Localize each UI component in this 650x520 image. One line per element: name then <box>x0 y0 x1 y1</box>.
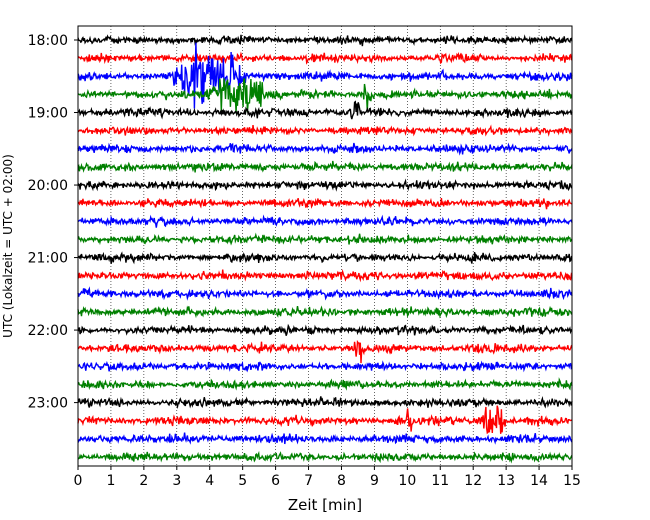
trace-line-6 <box>77 142 573 156</box>
trace-line-1 <box>77 51 573 65</box>
y-axis-ticks: 18:00 19:00 20:00 21:00 22:00 23:00 <box>28 33 78 412</box>
trace-line-11 <box>77 232 573 246</box>
x-tick-label-7: 7 <box>304 473 313 489</box>
x-axis-ticks: 0 1 2 3 4 5 6 7 8 9 10 11 12 13 14 15 <box>74 466 581 489</box>
x-tick-label-8: 8 <box>337 473 346 489</box>
y-tick-label-0: 18:00 <box>28 33 68 49</box>
trace-line-2 <box>77 42 573 109</box>
x-tick-label-4: 4 <box>205 473 214 489</box>
trace-line-4 <box>77 100 573 120</box>
trace-line-13 <box>77 268 573 283</box>
x-tick-label-14: 14 <box>530 473 548 489</box>
x-tick-label-9: 9 <box>370 473 379 489</box>
x-tick-label-0: 0 <box>74 473 83 489</box>
y-tick-label-1: 19:00 <box>28 106 68 122</box>
trace-line-12 <box>77 251 573 265</box>
y-tick-label-3: 21:00 <box>28 251 68 267</box>
trace-line-22 <box>77 432 573 445</box>
y-tick-label-4: 22:00 <box>28 323 68 339</box>
seismogram-traces <box>77 34 573 464</box>
trace-line-16 <box>77 323 573 336</box>
trace-line-21 <box>77 405 573 435</box>
x-tick-label-2: 2 <box>139 473 148 489</box>
x-tick-label-5: 5 <box>238 473 247 489</box>
plot-frame <box>77 25 573 467</box>
y-tick-label-5: 23:00 <box>28 396 68 412</box>
x-tick-label-15: 15 <box>563 473 581 489</box>
trace-line-23 <box>77 450 573 464</box>
trace-line-14 <box>77 286 573 301</box>
y-axis-title: UTC (Lokalzeit = UTC + 02:00) <box>1 154 15 338</box>
trace-line-3 <box>77 77 573 114</box>
trace-line-20 <box>77 396 573 409</box>
trace-line-8 <box>77 178 573 192</box>
trace-line-19 <box>77 377 573 391</box>
vertical-gridlines <box>110 26 540 466</box>
x-tick-label-10: 10 <box>398 473 416 489</box>
trace-line-15 <box>77 305 573 319</box>
x-tick-label-12: 12 <box>464 473 482 489</box>
y-tick-label-2: 20:00 <box>28 178 68 194</box>
x-tick-label-13: 13 <box>497 473 515 489</box>
trace-line-5 <box>77 124 573 137</box>
x-axis-title: Zeit [min] <box>288 496 362 514</box>
trace-line-17 <box>77 339 573 364</box>
x-tick-label-6: 6 <box>271 473 280 489</box>
trace-line-7 <box>77 160 573 173</box>
trace-line-9 <box>77 197 572 210</box>
trace-line-10 <box>78 214 573 228</box>
x-tick-label-3: 3 <box>172 473 181 489</box>
x-tick-label-11: 11 <box>431 473 449 489</box>
trace-line-0 <box>77 34 573 47</box>
x-tick-label-1: 1 <box>106 473 115 489</box>
trace-line-18 <box>77 360 573 373</box>
